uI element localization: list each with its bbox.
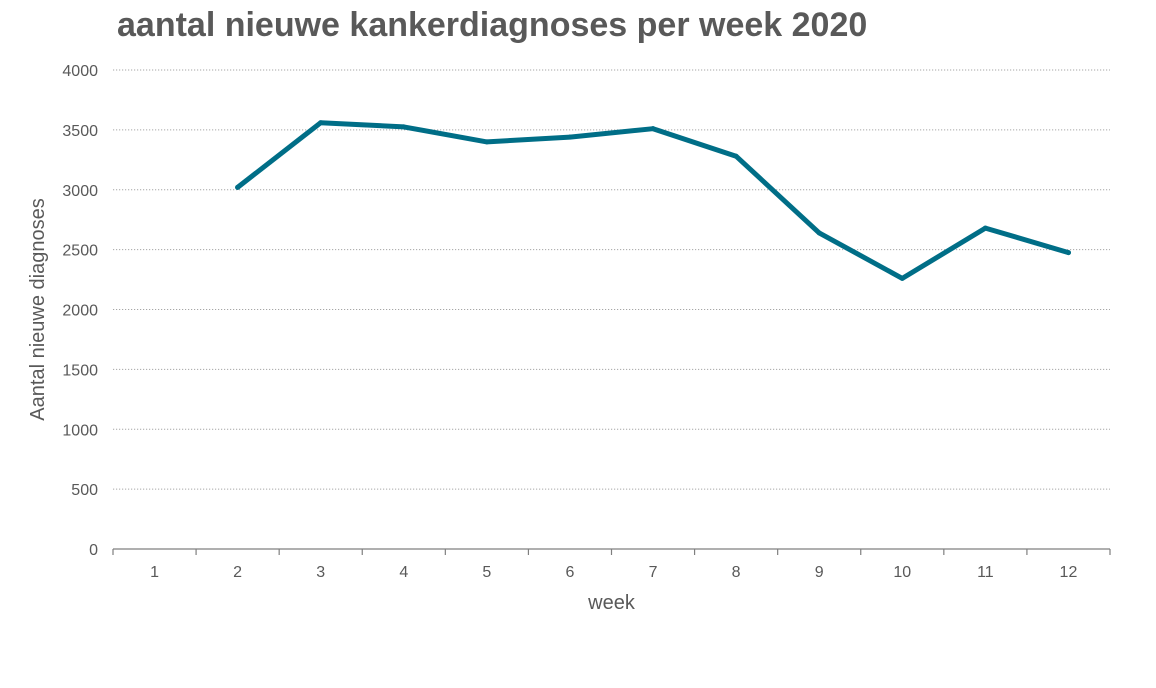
x-tick-label: 4: [399, 564, 408, 581]
x-tick-label: 9: [815, 564, 824, 581]
y-tick-label: 3500: [62, 123, 98, 140]
x-tick-label: 10: [893, 564, 911, 581]
data-point: [650, 126, 656, 132]
x-tick-label: 8: [732, 564, 741, 581]
x-tick-label: 3: [316, 564, 325, 581]
x-tick-label: 1: [150, 564, 159, 581]
data-point: [816, 230, 822, 236]
series-line: [235, 120, 1071, 281]
x-tick-label: 2: [233, 564, 242, 581]
data-point: [235, 184, 241, 190]
y-tick-label: 500: [71, 482, 98, 499]
y-tick-label: 1500: [62, 362, 98, 379]
gridlines: [113, 69, 1110, 490]
y-tick-label: 2000: [62, 303, 98, 320]
y-tick-label: 2500: [62, 243, 98, 260]
x-tick-label: 6: [566, 564, 575, 581]
y-axis-title: Aantal nieuwe diagnoses: [27, 198, 49, 420]
x-axis-title: week: [587, 592, 636, 614]
data-point: [1065, 250, 1071, 256]
data-point: [401, 124, 407, 130]
data-point: [982, 225, 988, 231]
x-tick-label: 7: [649, 564, 658, 581]
series-layer: [235, 120, 1071, 281]
data-point: [733, 153, 739, 159]
x-tick-label: 11: [977, 564, 994, 581]
data-point: [899, 275, 905, 281]
y-tick-label: 3000: [62, 183, 98, 200]
data-point: [318, 120, 324, 126]
x-tick-label: 5: [482, 564, 491, 581]
axes: [112, 548, 1111, 555]
y-tick-label: 1000: [62, 422, 98, 439]
data-point: [567, 134, 573, 140]
y-tick-label: 0: [89, 542, 98, 559]
x-tick-label: 12: [1060, 564, 1078, 581]
chart-title: aantal nieuwe kankerdiagnoses per week 2…: [117, 6, 868, 44]
data-point: [484, 139, 490, 145]
y-tick-label: 4000: [62, 63, 98, 80]
